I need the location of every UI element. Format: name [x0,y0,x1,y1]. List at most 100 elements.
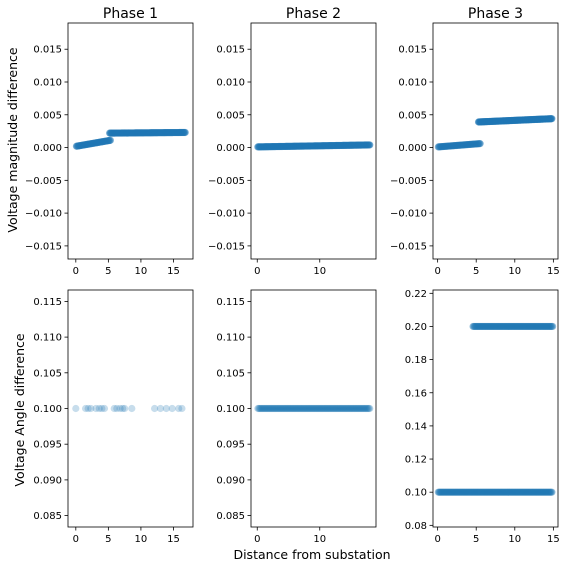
data-point [289,404,297,413]
data-point [329,404,337,413]
data-point [311,404,319,413]
data-point [341,404,349,413]
y-tick-label: −0.005 [25,176,62,187]
data-point [279,404,287,413]
subplot-1: 0 5 10 15 −0.015 −0.010 −0.005 0.000 0.005 0.010 0… [25,6,194,277]
data-point [301,404,309,413]
data-point [337,404,346,413]
data-point [351,404,359,413]
data-point [306,404,315,413]
data-point [121,404,129,413]
x-tick-label: 15 [167,534,180,545]
data-point [288,404,296,413]
data-point [286,404,294,413]
x-tick-label: 10 [313,534,326,545]
y-tick-label: 0.105 [33,368,62,379]
y-tick-label: 0.010 [398,78,427,89]
x-tick-label: 0 [254,534,260,545]
data-point [280,404,288,413]
y-tick-label: −0.010 [208,209,245,220]
data-point [295,404,303,413]
data-point [284,404,292,413]
data-point [336,404,344,413]
data-point [267,404,275,413]
data-point [265,404,273,413]
data-point [332,404,340,413]
data-point [363,404,371,413]
data-point [269,404,277,413]
data-point [84,404,92,413]
y-tick-label: 0.005 [398,110,427,121]
axes-frame [250,22,377,260]
data-point [162,404,170,413]
subplot-title: Phase 3 [468,6,523,22]
y-tick-label: 0.085 [216,511,245,522]
data-point [338,404,347,413]
data-point [345,404,353,413]
data-point [119,404,127,413]
y-tick-label: 0.115 [33,297,62,308]
y-tick-label: 0.010 [33,78,62,89]
data-point [314,404,322,413]
data-point [308,404,316,413]
subplot-title: Phase 2 [286,6,341,22]
data-point [316,404,324,413]
data-point [100,404,109,413]
y-tick-label: 0.10 [405,488,427,499]
data-point [266,404,274,413]
x-tick-label: 5 [105,266,111,277]
data-point [360,404,368,413]
x-tick-label: 5 [105,534,111,545]
x-tick-label: 0 [434,534,440,545]
data-point [344,404,352,413]
data-point [285,404,293,413]
data-point [305,404,314,413]
data-point [302,404,310,413]
y-tick-label: −0.010 [390,209,427,220]
data-point [273,404,281,413]
subplot-2: 0 10 −0.015 −0.010 −0.005 0.000 0.005 0.010 0.01… [208,6,377,277]
data-point [261,404,269,413]
data-point [320,404,328,413]
data-point [364,404,372,413]
y-tick-label: 0.115 [216,297,245,308]
data-point [355,404,364,413]
x-tick-label: 0 [254,266,260,277]
data-point [95,404,103,413]
data-point [281,404,289,413]
y-tick-label: 0.000 [33,143,62,154]
y-tick-label: 0.000 [398,143,427,154]
data-point [299,404,307,413]
data-point [365,404,373,413]
y-tick-label: 0.085 [33,511,62,522]
data-point [156,404,165,413]
y-tick-label: 0.100 [216,404,245,415]
y-tick-label: 0.14 [405,421,427,432]
data-point [287,404,295,413]
data-point [313,404,321,413]
data-point [343,404,351,413]
data-point [357,404,365,413]
y-tick-label: 0.010 [216,78,245,89]
y-tick-label: 0.095 [216,440,245,451]
axes-frame [432,289,559,528]
data-point [348,404,356,413]
subplot-6: 0 5 10 15 0.08 0.10 0.12 0.14 0.16 0.18 0.20 0.22 [405,289,560,545]
data-point [274,404,283,413]
y-tick-label: 0.015 [398,45,427,56]
data-point [362,404,370,413]
data-point [549,322,557,331]
data-point [324,404,332,413]
x-tick-label: 10 [313,266,326,277]
y-tick-label: −0.015 [25,241,62,252]
data-point [258,404,267,413]
data-point [352,404,361,413]
data-point [260,404,269,413]
data-point [106,136,114,144]
data-point [321,404,330,413]
data-point [333,404,341,413]
data-point [110,404,118,413]
data-point [342,404,350,413]
data-point [318,404,326,413]
